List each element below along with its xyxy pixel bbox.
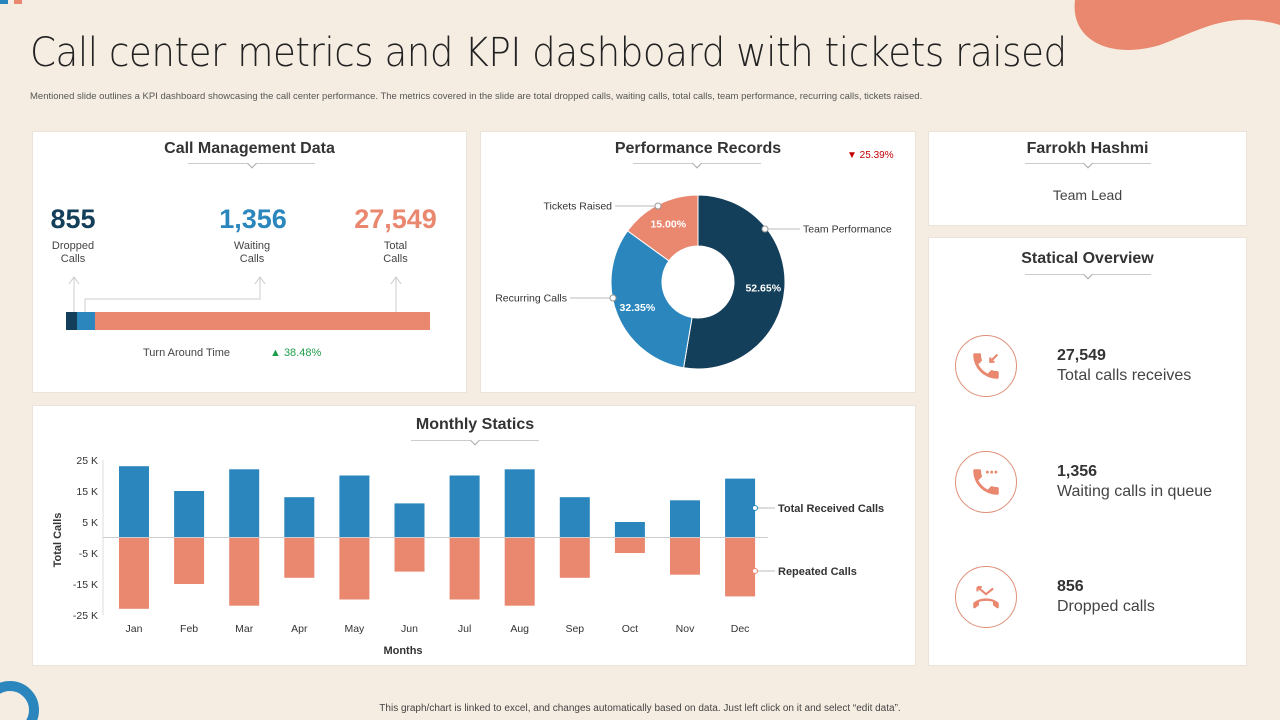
dropped-segment bbox=[66, 312, 77, 330]
waiting-call-icon bbox=[955, 451, 1017, 513]
turn-around-time-label: Turn Around Time bbox=[143, 347, 231, 359]
connector-lines bbox=[68, 276, 402, 314]
dropped-call-icon bbox=[955, 566, 1017, 628]
total-calls-label: Total Calls bbox=[383, 240, 408, 265]
monthly-statics-card: Monthly Statics bbox=[32, 405, 916, 666]
overview-value: 856 bbox=[1057, 578, 1084, 595]
decorative-circle bbox=[0, 681, 39, 720]
title-underline bbox=[411, 440, 539, 441]
dropped-calls-label: Dropped Calls bbox=[51, 240, 95, 265]
overview-label: Total calls receives bbox=[1057, 367, 1192, 384]
footer-note: This graph/chart is linked to excel, and… bbox=[379, 703, 901, 714]
title-underline bbox=[1025, 163, 1151, 164]
dropped-calls-value: 855 bbox=[50, 204, 96, 234]
card-title: Performance Records bbox=[614, 140, 782, 157]
overview-value: 27,549 bbox=[1057, 347, 1106, 364]
card-title: Monthly Statics bbox=[415, 416, 535, 433]
calls-stacked-bar bbox=[66, 312, 430, 330]
title-underline bbox=[633, 163, 761, 164]
call-management-card: Call Management Data 855 Dropped Calls 1… bbox=[32, 131, 467, 393]
statical-overview-card: Statical Overview 27,549 Total calls rece… bbox=[928, 237, 1247, 666]
title-underline bbox=[1025, 274, 1151, 275]
waiting-calls-label: Waiting Calls bbox=[233, 240, 271, 265]
incoming-call-icon bbox=[955, 335, 1017, 397]
decorative-wave bbox=[1074, 0, 1280, 63]
corner-accent bbox=[0, 0, 8, 4]
card-title: Statical Overview bbox=[1021, 250, 1154, 267]
waiting-segment bbox=[76, 312, 96, 330]
performance-records-card: Performance Records ▼ 25.39% bbox=[480, 131, 916, 393]
page-subtitle: Mentioned slide outlines a KPI dashboard… bbox=[30, 91, 923, 102]
person-role: Team Lead bbox=[1052, 187, 1123, 203]
total-calls-value: 27,549 bbox=[354, 204, 437, 234]
card-title: Call Management Data bbox=[164, 140, 335, 157]
page-title: Call center metrics and KPI dashboard wi… bbox=[30, 30, 1067, 76]
waiting-calls-value: 1,356 bbox=[219, 204, 287, 234]
performance-change: ▼ 25.39% bbox=[847, 150, 894, 161]
corner-accent-2 bbox=[14, 0, 22, 4]
profile-card: Farrokh Hashmi Team Lead bbox=[928, 131, 1247, 226]
overview-value: 1,356 bbox=[1057, 463, 1098, 480]
title-underline bbox=[188, 163, 315, 164]
turn-around-time-change: ▲ 38.48% bbox=[270, 347, 322, 359]
person-name: Farrokh Hashmi bbox=[1026, 140, 1149, 157]
overview-label: Waiting calls in queue bbox=[1057, 483, 1213, 500]
total-segment bbox=[95, 312, 430, 330]
overview-label: Dropped calls bbox=[1057, 598, 1155, 615]
